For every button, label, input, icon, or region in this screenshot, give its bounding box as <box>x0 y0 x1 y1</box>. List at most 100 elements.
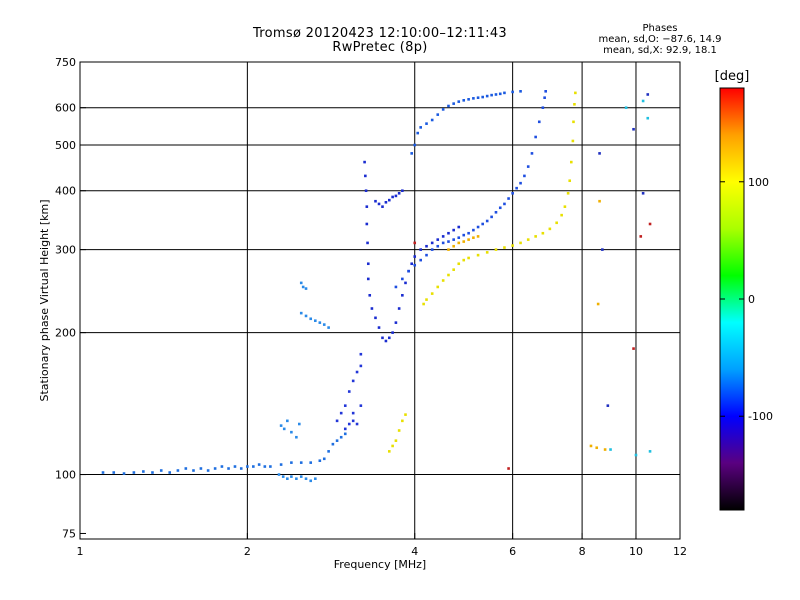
data-point <box>309 461 313 464</box>
data-point <box>351 379 355 383</box>
data-point <box>462 99 466 102</box>
data-point <box>394 194 398 198</box>
phases-x-mode: mean, sd,X: 92.9, 18.1 <box>603 45 717 56</box>
data-point <box>335 439 339 442</box>
y-tick-label: 100 <box>55 469 76 482</box>
data-point <box>407 269 410 273</box>
data-point <box>447 104 450 108</box>
data-point <box>281 475 285 478</box>
phases-heading: Phases <box>642 23 678 34</box>
data-point <box>419 248 422 251</box>
data-point <box>467 98 470 101</box>
data-point <box>476 96 480 99</box>
data-point <box>359 404 363 407</box>
data-point <box>304 314 308 318</box>
data-point <box>569 160 573 164</box>
data-point <box>436 285 440 289</box>
data-point <box>401 277 404 281</box>
data-point <box>331 442 335 446</box>
data-point <box>413 263 417 267</box>
data-point <box>476 225 480 229</box>
data-point <box>430 248 434 251</box>
chart-subtitle: RwPretec (8p) <box>332 40 428 55</box>
chart-title: Tromsø 20120423 12:10:00–12:11:43 <box>252 26 508 41</box>
data-point <box>467 238 470 241</box>
data-point <box>142 470 145 473</box>
data-point <box>299 311 303 315</box>
data-point <box>299 281 303 285</box>
data-point <box>441 279 445 282</box>
y-axis-label: Stationary phase Virtual Height [km] <box>38 199 51 401</box>
data-point <box>425 122 428 125</box>
data-point <box>485 94 489 98</box>
data-point <box>377 202 381 206</box>
data-point <box>387 450 391 453</box>
data-point <box>366 262 370 266</box>
data-point <box>648 222 652 226</box>
data-point <box>503 246 506 249</box>
data-point <box>304 287 308 290</box>
data-point <box>566 191 570 195</box>
data-point <box>541 231 545 235</box>
data-point <box>339 411 343 415</box>
data-point <box>387 336 391 340</box>
x-tick-label: 8 <box>579 545 586 558</box>
data-point <box>447 231 450 235</box>
data-point <box>472 236 475 239</box>
data-point <box>351 419 355 423</box>
data-point <box>366 277 370 281</box>
data-point <box>220 465 224 468</box>
data-point <box>410 262 413 266</box>
data-point <box>355 422 359 426</box>
data-point <box>206 469 210 472</box>
y-tick-label: 200 <box>55 327 76 340</box>
y-tick-label: 500 <box>55 139 76 152</box>
data-point <box>343 432 347 436</box>
data-point <box>365 222 369 226</box>
data-point <box>467 231 470 235</box>
data-point <box>452 238 455 241</box>
data-point <box>544 90 547 93</box>
data-point <box>519 241 522 245</box>
data-point <box>363 160 366 164</box>
grid-lines <box>80 62 680 539</box>
data-point <box>624 106 628 109</box>
data-point <box>503 91 506 95</box>
x-tick-label: 12 <box>673 545 687 558</box>
data-point <box>436 113 440 116</box>
data-point <box>279 463 283 466</box>
data-point <box>295 435 298 439</box>
x-tick-label: 6 <box>509 545 516 558</box>
data-point <box>534 135 537 139</box>
data-point <box>641 99 645 103</box>
data-points <box>101 90 652 483</box>
colorbar: [deg] -100 0 100 <box>715 69 773 511</box>
data-point <box>462 233 466 237</box>
data-point <box>397 191 401 195</box>
data-point <box>239 467 243 470</box>
data-point <box>422 302 425 306</box>
data-point <box>490 93 493 97</box>
data-point <box>122 472 126 475</box>
data-point <box>295 477 298 480</box>
y-axis-ticks: 75 100 200 300 400 500 600 750 <box>55 56 86 540</box>
data-point <box>634 453 638 457</box>
data-point <box>339 435 343 439</box>
data-point <box>112 471 116 474</box>
data-point <box>101 471 105 474</box>
data-point <box>648 450 652 453</box>
data-point <box>381 205 384 208</box>
data-point <box>523 174 526 178</box>
data-point <box>563 205 567 208</box>
data-point <box>151 471 154 474</box>
data-point <box>377 326 381 329</box>
phases-o-mode: mean, sd,O: −87.6, 14.9 <box>598 34 722 45</box>
data-point <box>441 108 445 111</box>
data-point <box>359 352 363 356</box>
data-point <box>314 477 317 480</box>
data-point <box>555 221 558 225</box>
data-point <box>286 477 289 480</box>
data-point <box>159 469 163 472</box>
data-point <box>548 227 552 231</box>
data-point <box>286 419 289 423</box>
